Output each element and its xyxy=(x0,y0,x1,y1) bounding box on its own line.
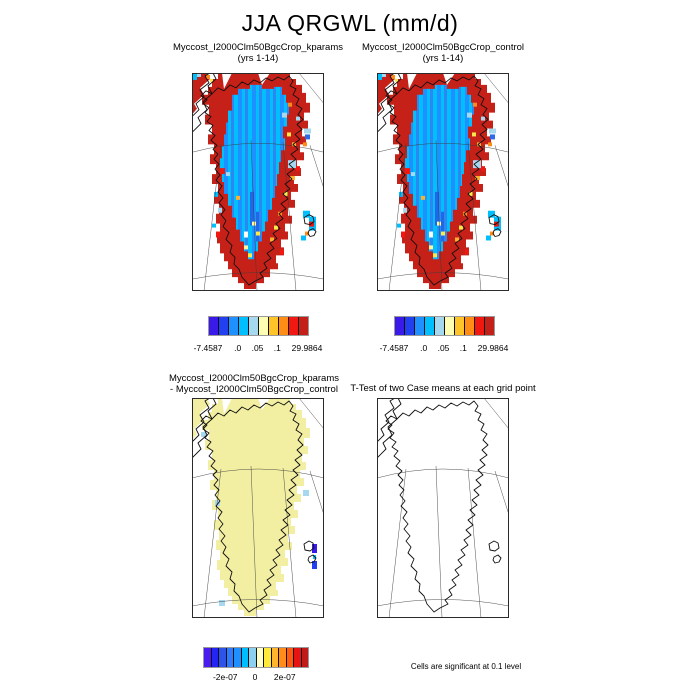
colorbar-cell xyxy=(211,648,219,667)
colorbar-cell xyxy=(234,648,242,667)
colorbar-cell xyxy=(249,648,257,667)
colorbar-cell xyxy=(415,317,425,335)
colorbar-cell xyxy=(485,317,494,335)
colorbar-cell xyxy=(229,317,239,335)
colorbar-cell xyxy=(256,648,264,667)
colorbar-cell xyxy=(301,648,308,667)
tick-label: -7.4587 xyxy=(379,343,409,353)
colorbar-cell xyxy=(395,317,405,335)
colorbar-cell xyxy=(219,317,229,335)
colorbar-cell xyxy=(299,317,308,335)
colorbar-cell xyxy=(269,317,279,335)
colorbar-cell xyxy=(279,648,287,667)
diff-title-line2: - Myccost_I2000Clm50BgcCrop_control xyxy=(170,383,338,395)
page-title: JJA QRGWL (mm/d) xyxy=(241,10,459,36)
colorbar-case-left-labels: -7.4587 .0 .05 .1 29.9864 xyxy=(194,343,323,353)
colorbar-case-left xyxy=(208,316,309,336)
colorbar-cell xyxy=(279,317,289,335)
greenland-map-svg xyxy=(377,73,509,291)
colorbar-cell xyxy=(435,317,445,335)
colorbar-cell xyxy=(425,317,435,335)
colorbar-cell xyxy=(209,317,219,335)
significance-note: Cells are significant at 0.1 level xyxy=(410,662,522,671)
greenland-map-svg xyxy=(192,398,324,618)
colorbar-cell xyxy=(239,317,249,335)
case-name-control: Myccost_I2000Clm50BgcCrop_control xyxy=(361,42,525,53)
tick-label: .0 xyxy=(234,343,242,353)
colorbar-cell xyxy=(259,317,269,335)
panel-title-bottom-left: Myccost_I2000Clm50BgcCrop_kparams - Mycc… xyxy=(149,373,359,395)
tick-label: 0 xyxy=(252,672,258,682)
colorbar-diff xyxy=(203,647,309,668)
tick-label: -2e-07 xyxy=(212,672,238,682)
colorbar-diff-labels: -2e-07 0 2e-07 xyxy=(203,672,307,682)
case-years: (yrs 1-14) xyxy=(237,52,279,64)
tick-label: -7.4587 xyxy=(193,343,223,353)
colorbar-cell xyxy=(294,648,302,667)
colorbar-cell xyxy=(475,317,485,335)
map-case-control xyxy=(377,73,509,291)
map-difference xyxy=(192,398,324,618)
colorbar-cell xyxy=(241,648,249,667)
tick-label: .05 xyxy=(437,343,450,353)
colorbar-cell xyxy=(455,317,465,335)
colorbar-cell xyxy=(226,648,234,667)
colorbar-case-right xyxy=(394,316,495,336)
tick-label: .1 xyxy=(273,343,281,353)
colorbar-cell xyxy=(405,317,415,335)
tick-label: .05 xyxy=(251,343,264,353)
colorbar-cell xyxy=(249,317,259,335)
diff-title-line1: Myccost_I2000Clm50BgcCrop_kparams xyxy=(168,373,340,384)
map-case-kparams xyxy=(192,73,324,291)
case-name-kparams: Myccost_I2000Clm50BgcCrop_kparams xyxy=(172,42,344,53)
colorbar-cell xyxy=(289,317,299,335)
tick-label: 29.9864 xyxy=(477,343,509,353)
case-years: (yrs 1-14) xyxy=(422,52,464,64)
colorbar-cell xyxy=(204,648,212,667)
colorbar-cell xyxy=(271,648,279,667)
panel-title-top-right: Myccost_I2000Clm50BgcCrop_control (yrs 1… xyxy=(338,42,548,64)
colorbar-cell xyxy=(445,317,455,335)
ttest-title: T-Test of two Case means at each grid po… xyxy=(350,383,536,394)
map-ttest xyxy=(377,398,509,618)
greenland-outline-map-svg xyxy=(377,398,509,618)
colorbar-cell xyxy=(286,648,294,667)
tick-label: .1 xyxy=(459,343,467,353)
tick-label: 2e-07 xyxy=(273,672,296,682)
colorbar-case-right-labels: -7.4587 .0 .05 .1 29.9864 xyxy=(380,343,509,353)
colorbar-cell xyxy=(219,648,227,667)
colorbar-cell xyxy=(264,648,272,667)
colorbar-cell xyxy=(465,317,475,335)
greenland-map-svg xyxy=(192,73,324,291)
tick-label: 29.9864 xyxy=(291,343,323,353)
tick-label: .0 xyxy=(420,343,428,353)
panel-title-top-left: Myccost_I2000Clm50BgcCrop_kparams (yrs 1… xyxy=(153,42,363,64)
panel-title-bottom-right: T-Test of two Case means at each grid po… xyxy=(338,383,548,395)
